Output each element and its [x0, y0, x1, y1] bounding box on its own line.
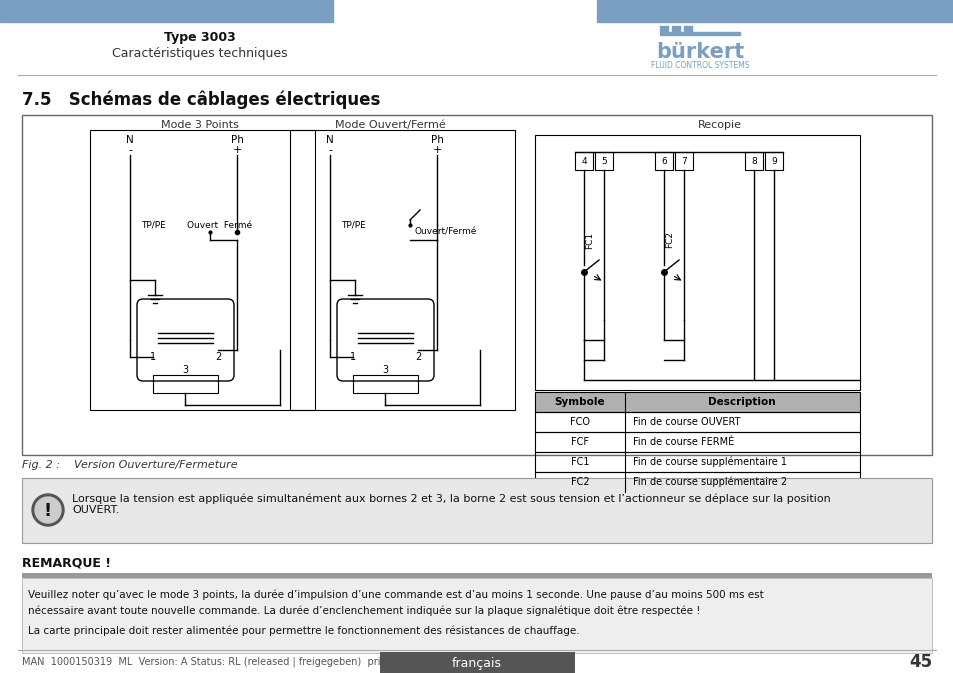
Text: Fin de course supplémentaire 1: Fin de course supplémentaire 1 — [633, 457, 786, 467]
Text: TP/PE: TP/PE — [340, 221, 365, 229]
Bar — [535, 432, 859, 452]
Text: Lorsque la tension est appliquée simultanément aux bornes 2 et 3, la borne 2 est: Lorsque la tension est appliquée simulta… — [71, 493, 830, 515]
Bar — [379, 652, 575, 673]
Bar — [575, 152, 593, 170]
Text: Symbole: Symbole — [554, 397, 604, 407]
Bar — [675, 152, 692, 170]
Text: Fin de course OUVERT: Fin de course OUVERT — [633, 417, 740, 427]
Bar — [595, 152, 613, 170]
Text: Type 3003: Type 3003 — [164, 32, 235, 44]
Text: Recopie: Recopie — [698, 120, 741, 130]
Text: FCF: FCF — [571, 437, 588, 447]
Text: 9: 9 — [770, 157, 776, 166]
Bar — [22, 478, 931, 543]
Bar — [744, 152, 762, 170]
Bar — [659, 32, 740, 35]
Text: FC1: FC1 — [585, 232, 594, 248]
Circle shape — [32, 494, 64, 526]
Text: 6: 6 — [660, 157, 666, 166]
Text: Ouvert  Fermé: Ouvert Fermé — [187, 221, 253, 229]
Text: FLUID CONTROL SYSTEMS: FLUID CONTROL SYSTEMS — [650, 61, 748, 69]
Text: REMARQUE !: REMARQUE ! — [22, 557, 111, 569]
Text: 7.5   Schémas de câblages électriques: 7.5 Schémas de câblages électriques — [22, 91, 380, 109]
Text: 2: 2 — [415, 352, 420, 362]
Bar — [22, 578, 931, 653]
Text: 4: 4 — [580, 157, 586, 166]
Text: La carte principale doit rester alimentée pour permettre le fonctionnement des r: La carte principale doit rester alimenté… — [28, 626, 579, 637]
Text: Caractéristiques techniques: Caractéristiques techniques — [112, 48, 288, 61]
Text: -: - — [328, 145, 332, 155]
Text: 7: 7 — [680, 157, 686, 166]
Text: !: ! — [44, 502, 52, 520]
Bar — [671, 26, 679, 31]
Bar — [22, 573, 931, 578]
Text: FC2: FC2 — [665, 232, 674, 248]
Text: +: + — [432, 145, 441, 155]
Text: Description: Description — [707, 397, 775, 407]
Text: Mode Ouvert/Fermé: Mode Ouvert/Fermé — [335, 120, 445, 130]
Text: -: - — [128, 145, 132, 155]
Text: Ouvert/Fermé: Ouvert/Fermé — [415, 227, 476, 236]
Text: Veuillez noter qu’avec le mode 3 points, la durée d’impulsion d’une commande est: Veuillez noter qu’avec le mode 3 points,… — [28, 590, 763, 600]
Bar — [0, 0, 333, 22]
Text: 8: 8 — [750, 157, 756, 166]
Text: 45: 45 — [908, 653, 931, 671]
Bar — [535, 472, 859, 492]
Bar — [22, 115, 931, 455]
Text: FCO: FCO — [569, 417, 589, 427]
Text: nécessaire avant toute nouvelle commande. La durée d’enclenchement indiquée sur : nécessaire avant toute nouvelle commande… — [28, 606, 700, 616]
Text: N: N — [126, 135, 133, 145]
Bar — [90, 130, 314, 410]
Bar — [764, 152, 782, 170]
Circle shape — [35, 497, 61, 523]
Bar — [683, 26, 691, 31]
Bar — [290, 130, 515, 410]
Text: +: + — [233, 145, 241, 155]
Bar — [535, 135, 859, 390]
Bar — [535, 392, 859, 412]
Bar — [353, 375, 417, 393]
Text: FC2: FC2 — [570, 477, 589, 487]
Bar — [597, 0, 953, 22]
Bar — [535, 412, 859, 432]
Text: Mode 3 Points: Mode 3 Points — [161, 120, 238, 130]
Bar — [659, 26, 667, 31]
Text: TP/PE: TP/PE — [140, 221, 165, 229]
Text: N: N — [326, 135, 334, 145]
Bar — [655, 152, 672, 170]
Text: 1: 1 — [150, 352, 156, 362]
Text: Fin de course FERMÉ: Fin de course FERMÉ — [633, 437, 734, 447]
Text: 1: 1 — [350, 352, 355, 362]
Text: 5: 5 — [600, 157, 606, 166]
Text: 2: 2 — [214, 352, 221, 362]
Text: Fig. 2 :    Version Ouverture/Fermeture: Fig. 2 : Version Ouverture/Fermeture — [22, 460, 237, 470]
Text: Ph: Ph — [231, 135, 243, 145]
Text: 3: 3 — [381, 365, 388, 375]
FancyBboxPatch shape — [137, 299, 233, 381]
Text: français: français — [452, 656, 501, 670]
Text: FC1: FC1 — [570, 457, 589, 467]
Text: Ph: Ph — [430, 135, 443, 145]
Bar — [535, 452, 859, 472]
Text: 3: 3 — [182, 365, 188, 375]
Text: MAN  1000150319  ML  Version: A Status: RL (released | freigegeben)  printed: 23: MAN 1000150319 ML Version: A Status: RL … — [22, 657, 464, 667]
Bar — [152, 375, 218, 393]
Text: Fin de course supplémentaire 2: Fin de course supplémentaire 2 — [633, 476, 786, 487]
Text: bürkert: bürkert — [655, 42, 743, 62]
FancyBboxPatch shape — [336, 299, 434, 381]
